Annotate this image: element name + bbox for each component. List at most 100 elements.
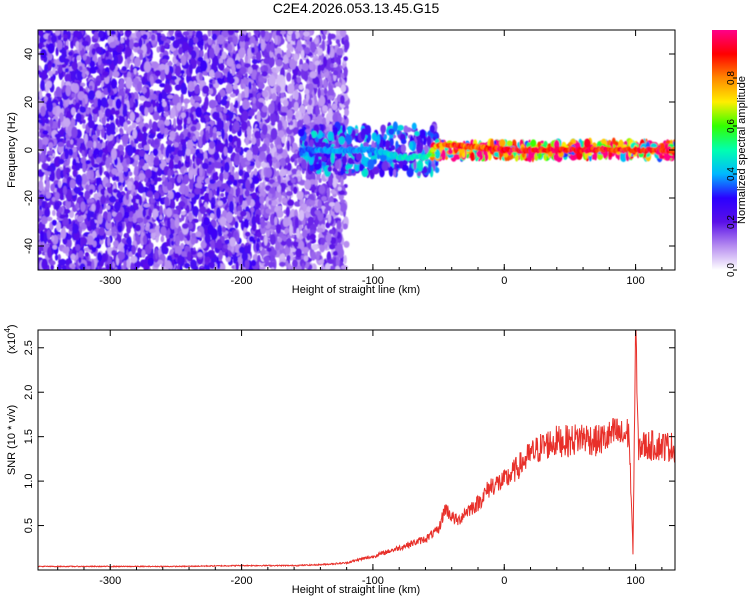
spectrogram-cell — [38, 119, 44, 124]
spectrogram-cell — [216, 207, 221, 219]
spectrogram-cell — [287, 234, 295, 239]
spectrogram-cell — [220, 192, 225, 198]
spectrogram-cell — [270, 267, 275, 270]
spectrogram-cell — [73, 186, 81, 194]
spectrogram-cell — [121, 66, 127, 72]
spectrogram-cell — [47, 239, 52, 244]
spectrogram-cell — [41, 136, 49, 146]
spectrogram-cell — [46, 150, 54, 155]
spectrogram-cell — [228, 251, 233, 257]
spectrogram-cell — [111, 168, 118, 175]
spectrogram-cell — [110, 107, 116, 115]
spectrogram-cell — [55, 46, 59, 57]
spectrogram-cell — [98, 110, 103, 120]
spectrogram-cell — [58, 158, 65, 165]
spectrogram-cell — [183, 116, 188, 125]
spectrogram-cell — [86, 235, 94, 245]
spectrogram-cell — [89, 66, 96, 74]
spectrogram-cell — [182, 31, 190, 36]
spectrogram-cell — [275, 223, 282, 234]
spectrogram-cell — [40, 215, 48, 225]
spectrogram-cell — [71, 61, 78, 71]
spectrogram-cell — [283, 120, 288, 130]
spectrogram-cell — [204, 233, 211, 244]
spectrogram-cell — [56, 210, 61, 218]
spectrogram-cell — [142, 33, 148, 40]
spectrogram-cell — [298, 180, 306, 185]
spectrogram-cell — [280, 106, 289, 113]
spectrogram-cell — [130, 198, 137, 204]
spectrogram-cell — [121, 95, 125, 108]
spectrogram-cell — [245, 179, 251, 191]
spectrogram-cell — [154, 139, 159, 146]
spectrogram-cell — [62, 246, 69, 254]
spectrogram-cell — [343, 56, 348, 62]
spectrogram-cell — [247, 31, 252, 38]
spectrogram-cell — [109, 121, 116, 134]
spectrogram-cell — [233, 120, 240, 132]
spectrogram-cell — [40, 79, 45, 90]
spectrogram-cell — [281, 191, 287, 197]
spectrogram-cell — [244, 130, 248, 138]
spectrogram-cell — [175, 32, 183, 38]
spectrogram-cell — [242, 99, 250, 110]
spectrogram-cell — [232, 35, 238, 45]
spectrogram-cell — [216, 238, 223, 250]
spectrogram-cell — [251, 259, 257, 267]
spectrogram-cell — [132, 128, 138, 139]
spectrogram-cell — [59, 112, 64, 123]
spectrogram-cell — [146, 190, 153, 198]
spectrogram-cell — [85, 260, 93, 267]
spectrogram-cell — [199, 164, 203, 177]
spectrogram-cell — [241, 110, 249, 121]
spectrogram-cell — [90, 169, 95, 181]
spectrogram-cell — [207, 30, 212, 37]
spectrogram-cell — [180, 93, 184, 104]
spectrogram-cell — [207, 251, 215, 259]
spectrogram-cell — [316, 114, 323, 125]
spectrogram-cell — [164, 62, 170, 75]
spectrogram-cell — [105, 220, 112, 230]
spectrogram-cell — [112, 188, 118, 194]
spectrogram-cell — [244, 189, 250, 197]
spectrogram-cell — [210, 202, 214, 210]
spectrogram-cell — [152, 110, 160, 121]
spectrogram-cell — [111, 221, 115, 228]
spectrogram-cell — [91, 108, 99, 115]
spectrogram-cell — [161, 58, 169, 64]
spectrogram-cell — [179, 133, 185, 140]
spectrogram-cell — [279, 261, 286, 267]
spectrogram-cell — [122, 165, 129, 172]
spectrogram-cell — [59, 206, 63, 213]
spectrogram-cell — [251, 135, 257, 145]
spectrogram-cell — [97, 124, 103, 131]
spectrogram-cell — [197, 176, 202, 185]
spectrogram-cell — [143, 61, 151, 73]
spectrogram-cell — [117, 225, 122, 232]
spectrogram-cell — [124, 186, 128, 192]
spectrogram-cell — [38, 249, 42, 256]
spectrogram-cell — [164, 260, 172, 270]
spectrogram-cell — [131, 184, 136, 191]
spectrogram-cell — [57, 253, 61, 261]
spectrogram-cell — [191, 120, 198, 125]
spectrogram-cell — [223, 107, 228, 114]
spectrogram-cell — [227, 43, 233, 53]
spectrogram-cell — [48, 70, 53, 77]
spectrogram-cell — [328, 229, 335, 235]
spectrogram-cell — [63, 208, 71, 214]
spectrogram-cell — [76, 129, 81, 139]
spectrogram-cell — [195, 231, 202, 238]
spectrogram-cell — [123, 259, 127, 270]
spectrogram-cell — [205, 256, 211, 262]
spectrogram-cell — [278, 192, 282, 203]
spectrogram-cell — [95, 199, 101, 211]
spectrogram-cell — [268, 261, 276, 269]
spectrogram-cell — [75, 40, 80, 50]
spectrogram-cell — [113, 54, 118, 67]
spectrogram-cell — [126, 144, 134, 157]
spectrogram-cell — [81, 150, 85, 157]
spectrogram-cell — [226, 57, 234, 67]
spectrogram-cell — [326, 205, 332, 211]
spectrogram-cell — [327, 32, 332, 42]
